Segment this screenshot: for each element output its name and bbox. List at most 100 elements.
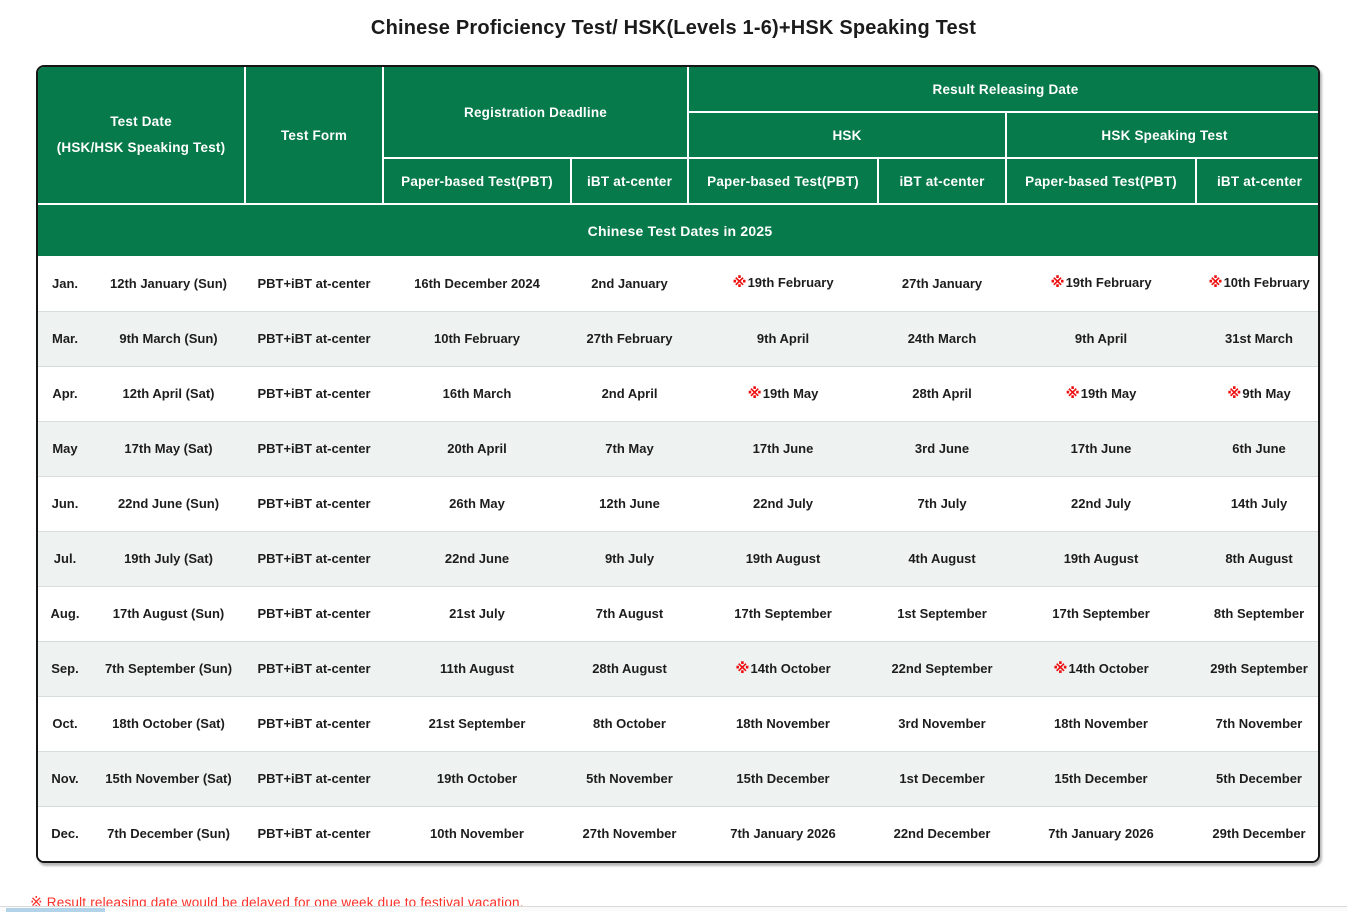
reg-pbt-cell: 16th March xyxy=(383,365,571,421)
hsk-pbt-cell: ※19th May xyxy=(688,365,879,421)
reg-ibt-cell: 12th June xyxy=(571,475,689,531)
hsk-pbt-cell: 22nd July xyxy=(688,475,879,531)
table-row: Jul. 19th July (Sat) PBT+iBT at-center 22nd… xyxy=(38,530,1318,586)
test-form-cell: PBT+iBT at-center xyxy=(245,256,383,311)
reg-ibt-cell: 27th November xyxy=(571,805,689,861)
spk-ibt-cell: 5th December xyxy=(1196,750,1318,806)
reg-pbt-cell: 19th October xyxy=(383,750,571,806)
horizontal-scrollbar-thumb[interactable] xyxy=(6,908,105,912)
column-header-hsk: HSK xyxy=(687,111,1008,159)
test-date-sublabel: (HSK/HSK Speaking Test) xyxy=(56,140,226,155)
table-header: Test Date (HSK/HSK Speaking Test) Test F… xyxy=(38,67,1318,256)
delay-asterisk-mark: ※ xyxy=(747,385,762,402)
spk-pbt-cell: 17th June xyxy=(1006,420,1197,476)
hsk-pbt-cell: 18th November xyxy=(688,695,879,751)
hsk-pbt-cell: 15th December xyxy=(688,750,879,806)
test-date-cell: 17th May (Sat) xyxy=(92,420,245,476)
test-date-cell: 7th September (Sun) xyxy=(92,640,245,696)
reg-pbt-cell: 20th April xyxy=(383,420,571,476)
table-row: Oct. 18th October (Sat) PBT+iBT at-center 2… xyxy=(38,695,1318,751)
test-schedule-table-container: Test Date (HSK/HSK Speaking Test) Test F… xyxy=(36,65,1320,863)
spk-pbt-cell: ※14th October xyxy=(1006,640,1197,696)
month-cell: Dec. xyxy=(38,805,92,861)
reg-ibt-cell: 8th October xyxy=(571,695,689,751)
month-cell: Jul. xyxy=(38,530,92,586)
hsk-ibt-cell: 24th March xyxy=(878,310,1007,366)
hsk-ibt-cell: 4th August xyxy=(878,530,1007,586)
spk-ibt-cell: 31st March xyxy=(1196,310,1318,366)
column-header-hsk-speaking-test: HSK Speaking Test xyxy=(1005,111,1318,159)
hsk-ibt-cell: 3rd June xyxy=(878,420,1007,476)
hsk-ibt-cell: 27th January xyxy=(878,256,1007,311)
column-header-reg-ibt: iBT at-center xyxy=(569,157,690,205)
column-header-reg-pbt: Paper-based Test(PBT) xyxy=(382,157,572,205)
spk-pbt-cell: ※19th February xyxy=(1006,256,1197,311)
page-title: Chinese Proficiency Test/ HSK(Levels 1-6… xyxy=(370,17,977,39)
column-header-registration-deadline: Registration Deadline xyxy=(381,67,690,159)
month-cell: May xyxy=(38,420,92,476)
test-form-cell: PBT+iBT at-center xyxy=(245,530,383,586)
column-header-hsk-ibt: iBT at-center xyxy=(877,157,1008,205)
reg-pbt-cell: 22nd June xyxy=(383,530,571,586)
reg-ibt-cell: 9th July xyxy=(571,530,689,586)
hsk-ibt-cell: 28th April xyxy=(878,365,1007,421)
column-header-spk-pbt: Paper-based Test(PBT) xyxy=(1005,157,1198,205)
reg-ibt-cell: 27th February xyxy=(571,310,689,366)
section-band-2025: Chinese Test Dates in 2025 xyxy=(38,204,1318,256)
reg-pbt-cell: 11th August xyxy=(383,640,571,696)
test-date-cell: 18th October (Sat) xyxy=(92,695,245,751)
hsk-pbt-cell: 17th June xyxy=(688,420,879,476)
hsk-ibt-cell: 1st December xyxy=(878,750,1007,806)
table-row: Aug. 17th August (Sun) PBT+iBT at-center 21… xyxy=(38,585,1318,641)
hsk-ibt-cell: 22nd December xyxy=(878,805,1007,861)
delay-asterisk-mark: ※ xyxy=(732,275,747,292)
delay-asterisk-mark: ※ xyxy=(1053,660,1068,677)
test-form-cell: PBT+iBT at-center xyxy=(245,310,383,366)
spk-pbt-cell: 19th August xyxy=(1006,530,1197,586)
test-date-cell: 19th July (Sat) xyxy=(92,530,245,586)
reg-pbt-cell: 21st July xyxy=(383,585,571,641)
spk-ibt-cell: 8th September xyxy=(1196,585,1318,641)
test-date-cell: 9th March (Sun) xyxy=(92,310,245,366)
column-header-spk-ibt: iBT at-center xyxy=(1195,157,1318,205)
spk-ibt-cell: 29th September xyxy=(1196,640,1318,696)
spk-ibt-cell: ※9th May xyxy=(1196,365,1318,421)
test-schedule-table: Test Date (HSK/HSK Speaking Test) Test F… xyxy=(38,67,1318,861)
test-date-cell: 22nd June (Sun) xyxy=(92,475,245,531)
reg-pbt-cell: 16th December 2024 xyxy=(383,256,571,311)
test-date-cell: 17th August (Sun) xyxy=(92,585,245,641)
spk-ibt-cell: 6th June xyxy=(1196,420,1318,476)
delay-asterisk-mark: ※ xyxy=(1050,275,1065,292)
table-row: Apr. 12th April (Sat) PBT+iBT at-center 16t… xyxy=(38,365,1318,421)
spk-pbt-cell: 22nd July xyxy=(1006,475,1197,531)
delay-asterisk-mark: ※ xyxy=(1065,385,1080,402)
test-form-cell: PBT+iBT at-center xyxy=(245,695,383,751)
reg-pbt-cell: 21st September xyxy=(383,695,571,751)
horizontal-scrollbar-track[interactable] xyxy=(0,906,1347,912)
month-cell: Apr. xyxy=(38,365,92,421)
test-form-cell: PBT+iBT at-center xyxy=(245,585,383,641)
month-cell: Aug. xyxy=(38,585,92,641)
hsk-ibt-cell: 1st September xyxy=(878,585,1007,641)
reg-ibt-cell: 2nd January xyxy=(571,256,689,311)
spk-ibt-cell: 8th August xyxy=(1196,530,1318,586)
spk-pbt-cell: 9th April xyxy=(1006,310,1197,366)
spk-pbt-cell: 7th January 2026 xyxy=(1006,805,1197,861)
hsk-pbt-cell: ※19th February xyxy=(688,256,879,311)
hsk-pbt-cell: 19th August xyxy=(688,530,879,586)
hsk-pbt-cell: 17th September xyxy=(688,585,879,641)
spk-ibt-cell: 14th July xyxy=(1196,475,1318,531)
column-header-hsk-pbt: Paper-based Test(PBT) xyxy=(687,157,880,205)
hsk-pbt-cell: 9th April xyxy=(688,310,879,366)
reg-pbt-cell: 26th May xyxy=(383,475,571,531)
table-row: Jun. 22nd June (Sun) PBT+iBT at-center 26th… xyxy=(38,475,1318,531)
reg-ibt-cell: 5th November xyxy=(571,750,689,806)
column-header-test-form: Test Form xyxy=(244,67,384,205)
month-cell: Oct. xyxy=(38,695,92,751)
hsk-pbt-cell: 7th January 2026 xyxy=(688,805,879,861)
column-header-result-releasing-date: Result Releasing Date xyxy=(687,67,1318,113)
table-row: Sep. 7th September (Sun) PBT+iBT at-center… xyxy=(38,640,1318,696)
table-row: Mar. 9th March (Sun) PBT+iBT at-center 10th… xyxy=(38,310,1318,366)
table-row: Nov. 15th November (Sat) PBT+iBT at-center… xyxy=(38,750,1318,806)
test-form-cell: PBT+iBT at-center xyxy=(245,750,383,806)
